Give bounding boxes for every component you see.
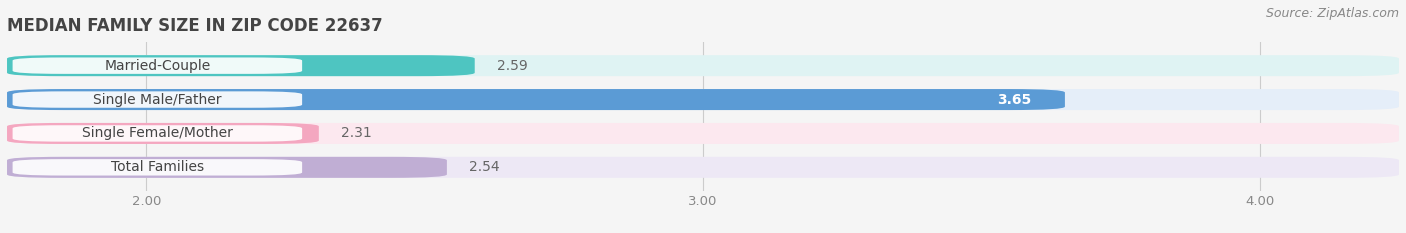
FancyBboxPatch shape (13, 91, 302, 108)
FancyBboxPatch shape (7, 157, 1399, 178)
Text: 2.59: 2.59 (496, 59, 527, 73)
Text: 3.65: 3.65 (997, 93, 1032, 106)
Text: 2.31: 2.31 (342, 127, 371, 140)
Text: MEDIAN FAMILY SIZE IN ZIP CODE 22637: MEDIAN FAMILY SIZE IN ZIP CODE 22637 (7, 17, 382, 35)
FancyBboxPatch shape (7, 55, 475, 76)
Text: Total Families: Total Families (111, 160, 204, 174)
FancyBboxPatch shape (7, 55, 1399, 76)
FancyBboxPatch shape (7, 123, 1399, 144)
Text: Source: ZipAtlas.com: Source: ZipAtlas.com (1265, 7, 1399, 20)
Text: Single Female/Mother: Single Female/Mother (82, 127, 233, 140)
Text: Single Male/Father: Single Male/Father (93, 93, 222, 106)
Text: Married-Couple: Married-Couple (104, 59, 211, 73)
Text: 2.54: 2.54 (470, 160, 499, 174)
FancyBboxPatch shape (7, 89, 1399, 110)
FancyBboxPatch shape (13, 159, 302, 175)
FancyBboxPatch shape (7, 157, 447, 178)
FancyBboxPatch shape (13, 58, 302, 74)
FancyBboxPatch shape (13, 125, 302, 142)
FancyBboxPatch shape (7, 89, 1064, 110)
FancyBboxPatch shape (7, 123, 319, 144)
